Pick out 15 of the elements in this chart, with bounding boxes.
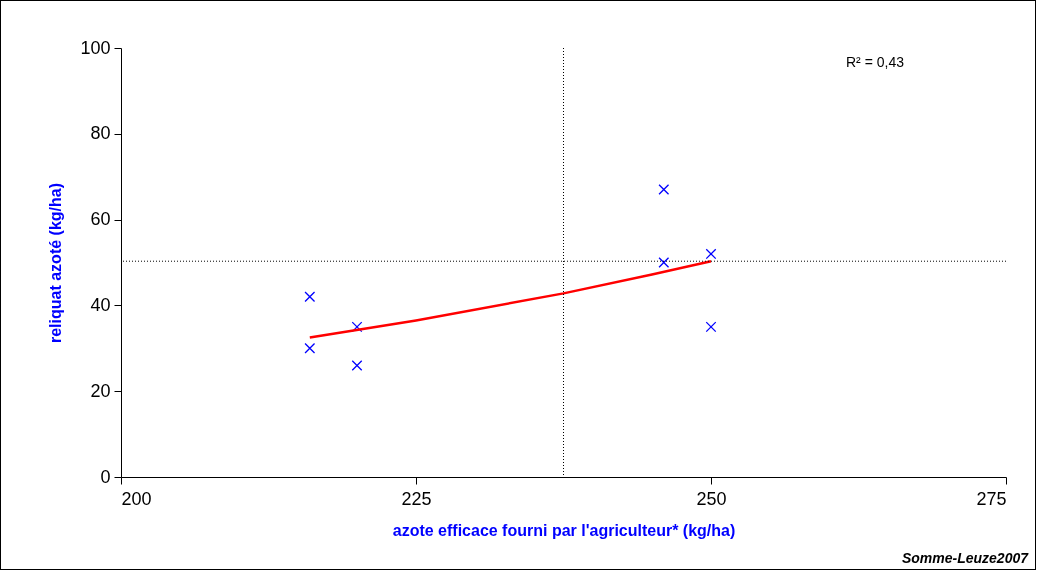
text: Somme-Leuze2007 — [901, 550, 1030, 566]
line-series — [308, 259, 713, 339]
y-axis-title: reliquat azoté (kg/ha) — [47, 182, 65, 344]
y-tick-label: 40 — [90, 294, 111, 315]
x-axis-title: azote efficace fourni par l'agriculteur* (kg/ha) — [392, 521, 736, 539]
y-tick-label: 60 — [90, 209, 111, 230]
y-tick-label: 100 — [80, 37, 111, 58]
x-tick-label: 250 — [696, 488, 727, 509]
annotation: R² = 0,43 — [846, 54, 905, 70]
y-tick-label: 80 — [90, 123, 111, 144]
x-tick-label: 275 — [976, 488, 1007, 509]
x-tick-label: 225 — [401, 488, 432, 509]
y-tick-label: 0 — [100, 466, 111, 487]
y-tick-label: 20 — [90, 380, 111, 401]
x-tick-label: 200 — [121, 488, 152, 509]
